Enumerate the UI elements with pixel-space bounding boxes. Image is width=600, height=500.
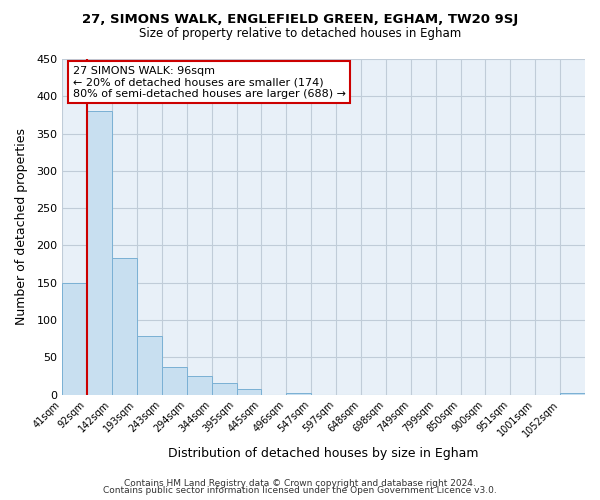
Bar <box>560 393 585 394</box>
X-axis label: Distribution of detached houses by size in Egham: Distribution of detached houses by size … <box>169 447 479 460</box>
Bar <box>162 367 187 394</box>
Text: Size of property relative to detached houses in Egham: Size of property relative to detached ho… <box>139 28 461 40</box>
Text: Contains public sector information licensed under the Open Government Licence v3: Contains public sector information licen… <box>103 486 497 495</box>
Text: 27, SIMONS WALK, ENGLEFIELD GREEN, EGHAM, TW20 9SJ: 27, SIMONS WALK, ENGLEFIELD GREEN, EGHAM… <box>82 12 518 26</box>
Bar <box>112 258 137 394</box>
Y-axis label: Number of detached properties: Number of detached properties <box>15 128 28 326</box>
Text: Contains HM Land Registry data © Crown copyright and database right 2024.: Contains HM Land Registry data © Crown c… <box>124 478 476 488</box>
Bar <box>286 393 311 394</box>
Bar <box>212 382 236 394</box>
Bar <box>137 336 162 394</box>
Bar <box>62 282 87 395</box>
Bar <box>87 111 112 395</box>
Bar <box>187 376 212 394</box>
Text: 27 SIMONS WALK: 96sqm
← 20% of detached houses are smaller (174)
80% of semi-det: 27 SIMONS WALK: 96sqm ← 20% of detached … <box>73 66 346 99</box>
Bar <box>236 390 262 394</box>
